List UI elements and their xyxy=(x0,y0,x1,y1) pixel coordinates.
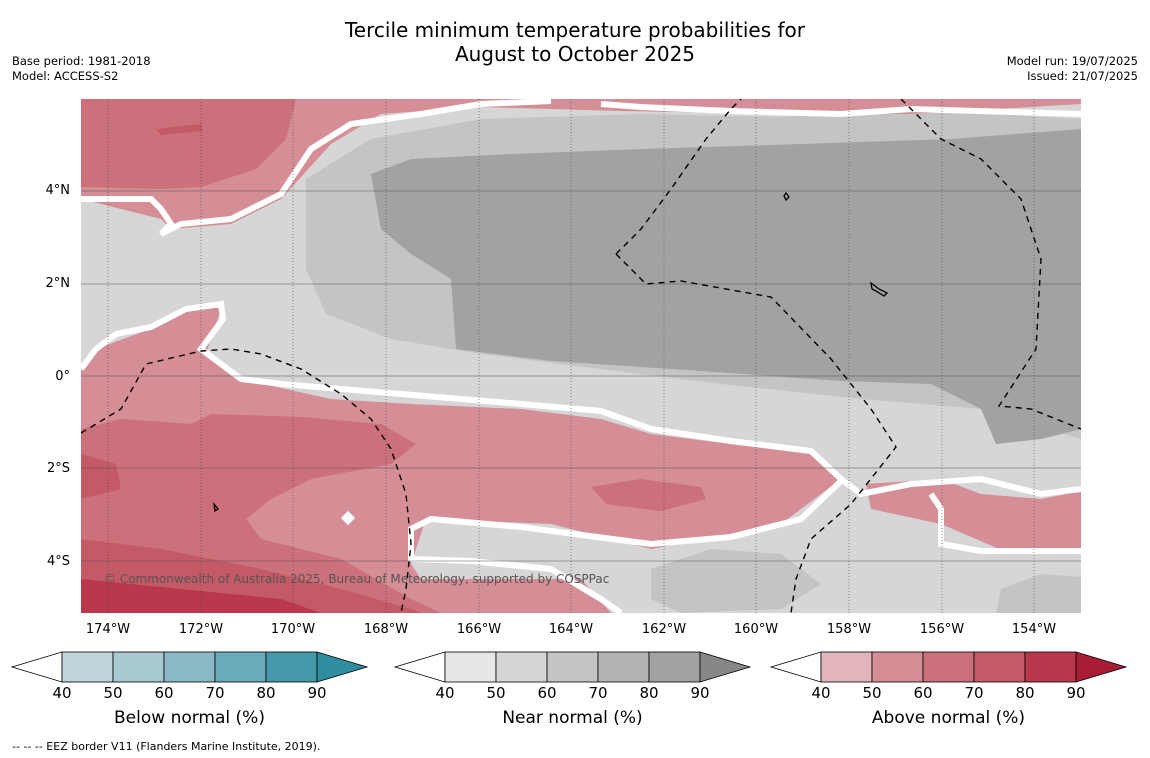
above-normal-70-south xyxy=(81,454,421,613)
legend-color-cell xyxy=(820,651,873,683)
legend-tick-label: 90 xyxy=(307,684,327,702)
eez-footnote: -- -- -- EEZ border V11 (Flanders Marine… xyxy=(12,740,321,753)
lat-label-2n: 2°N xyxy=(45,276,71,291)
model-run: Model run: 19/07/2025 xyxy=(1006,54,1138,68)
legend-tick-label: 80 xyxy=(256,684,276,702)
legend-color-cell xyxy=(163,651,216,683)
legend-tick-label: 60 xyxy=(913,684,933,702)
lat-label-0: 0° xyxy=(55,369,70,384)
lon-label-174w: 174°W xyxy=(85,622,131,637)
legend-tick-label: 90 xyxy=(690,684,710,702)
legend-color-cell xyxy=(214,651,267,683)
above-normal-80-south xyxy=(81,579,321,613)
lon-label-166w: 166°W xyxy=(456,622,502,637)
near-normal-60-patch-2 xyxy=(996,574,1081,613)
legend-overflow-triangle xyxy=(1075,651,1128,683)
lon-label-168w: 168°W xyxy=(363,622,409,637)
white-diamond-marker xyxy=(340,510,356,526)
legend-tick-label: 70 xyxy=(588,684,608,702)
grid-lines xyxy=(81,99,1081,613)
lon-label-164w: 164°W xyxy=(548,622,594,637)
40-percent-contour xyxy=(81,99,1081,613)
lon-label-156w: 156°W xyxy=(919,622,965,637)
above-normal-50-east xyxy=(866,479,1081,554)
base-period: Base period: 1981-2018 xyxy=(12,54,151,68)
legend-tick-label: 90 xyxy=(1066,684,1086,702)
above-normal-70-patch xyxy=(156,124,203,135)
lon-label-170w: 170°W xyxy=(270,622,316,637)
legend-tick-label: 70 xyxy=(205,684,225,702)
legend-tick-label: 50 xyxy=(103,684,123,702)
legend-tick-label: 40 xyxy=(811,684,831,702)
near-normal-80-region xyxy=(371,129,1081,444)
legend-tick-label: 70 xyxy=(964,684,984,702)
legend-color-cell xyxy=(265,651,318,683)
lat-label-4n: 4°N xyxy=(45,183,71,198)
legend-title-above: Above normal (%) xyxy=(871,708,1026,728)
legend-tick-label: 40 xyxy=(435,684,455,702)
legend-color-cell xyxy=(597,651,650,683)
legend-color-cell xyxy=(444,651,497,683)
legend-color-cell xyxy=(871,651,924,683)
above-normal-60-mid-patch xyxy=(591,479,706,511)
legend-color-cell xyxy=(61,651,114,683)
meta-right: Model run: 19/07/2025 Issued: 21/07/2025 xyxy=(1007,54,1138,84)
legend-tick-label: 80 xyxy=(1015,684,1035,702)
legend-title-near: Near normal (%) xyxy=(502,708,643,728)
legend-tick-label: 50 xyxy=(486,684,506,702)
lat-label-2s: 2°S xyxy=(46,461,70,476)
legend-overflow-triangle xyxy=(699,651,752,683)
title-line-1: Tercile minimum temperature probabilitie… xyxy=(344,18,806,42)
legend-tick-label: 80 xyxy=(639,684,659,702)
legend-color-cell xyxy=(546,651,599,683)
legend-color-cell xyxy=(922,651,975,683)
legend-tick-label: 40 xyxy=(52,684,72,702)
lon-label-162w: 162°W xyxy=(641,622,687,637)
lon-label-172w: 172°W xyxy=(178,622,224,637)
probability-map xyxy=(81,99,1081,613)
legend-color-cell xyxy=(648,651,701,683)
legend-above-normal xyxy=(769,651,1128,683)
legend-overflow-triangle xyxy=(316,651,369,683)
legend-underflow-triangle xyxy=(10,651,63,683)
map-panel xyxy=(81,99,1081,613)
above-normal-60-top-left xyxy=(81,99,296,189)
legend-below-normal xyxy=(10,651,369,683)
islands xyxy=(213,191,889,513)
legend-color-cell xyxy=(112,651,165,683)
legend-title-below: Below normal (%) xyxy=(114,708,265,728)
legend-color-cell xyxy=(973,651,1026,683)
lon-label-160w: 160°W xyxy=(733,622,779,637)
above-normal-50-top xyxy=(81,99,1081,229)
issued-date: Issued: 21/07/2025 xyxy=(1027,69,1138,83)
copyright-notice: © Commonwealth of Australia 2025, Bureau… xyxy=(104,572,610,586)
lon-label-158w: 158°W xyxy=(826,622,872,637)
legend-underflow-triangle xyxy=(769,651,822,683)
model-name: Model: ACCESS-S2 xyxy=(12,69,119,83)
legend-tick-label: 60 xyxy=(154,684,174,702)
legend-tick-label: 50 xyxy=(862,684,882,702)
lon-label-154w: 154°W xyxy=(1011,622,1057,637)
legend-underflow-triangle xyxy=(393,651,446,683)
near-normal-60-patch xyxy=(651,549,821,613)
legend-color-cell xyxy=(1024,651,1077,683)
lat-label-4s: 4°S xyxy=(46,554,70,569)
legend-near-normal xyxy=(393,651,752,683)
above-normal-50-south xyxy=(81,304,841,613)
eez-borders xyxy=(81,99,1081,613)
meta-left: Base period: 1981-2018 Model: ACCESS-S2 xyxy=(12,54,151,84)
title-line-2: August to October 2025 xyxy=(454,42,696,66)
legend-color-cell xyxy=(495,651,548,683)
map-title: Tercile minimum temperature probabilitie… xyxy=(0,18,1150,66)
legend-tick-label: 60 xyxy=(537,684,557,702)
